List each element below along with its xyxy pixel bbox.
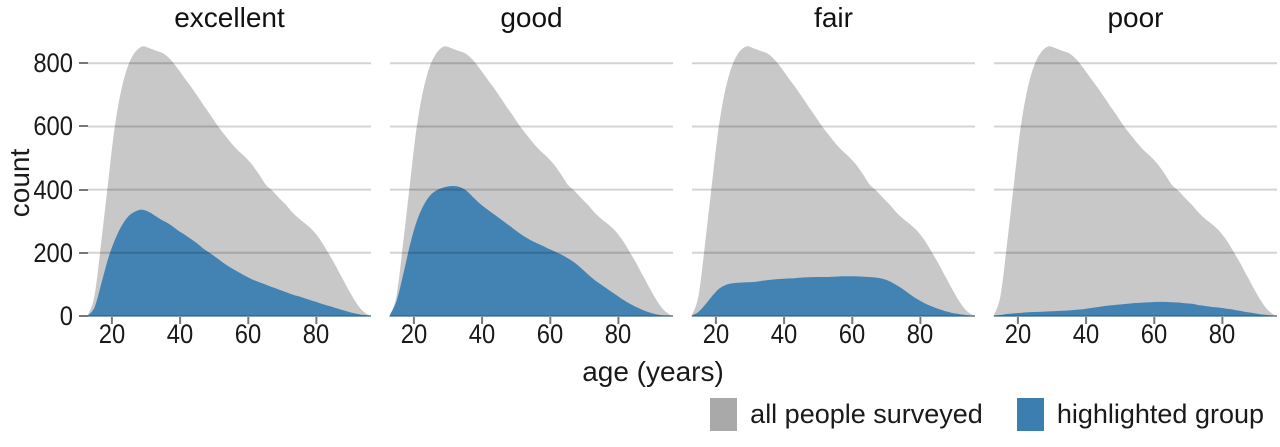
y-tick-mark bbox=[79, 251, 88, 254]
y-tick-label: 800 bbox=[33, 48, 73, 79]
y-tick-label: 200 bbox=[33, 237, 73, 268]
highlighted-area bbox=[389, 185, 674, 317]
x-tick-label: 80 bbox=[1209, 319, 1236, 349]
x-tick-label: 20 bbox=[702, 319, 730, 349]
legend: all people surveyed highlighted group bbox=[710, 395, 1264, 433]
facet-title-good: good bbox=[500, 2, 563, 33]
x-tick-label: 20 bbox=[1004, 319, 1032, 349]
x-axis-title: age (years) bbox=[582, 356, 724, 387]
total-area bbox=[691, 46, 976, 317]
x-tick-label: 40 bbox=[770, 319, 798, 349]
legend-label: highlighted group bbox=[1056, 399, 1264, 429]
highlighted-area bbox=[86, 209, 372, 317]
x-tick-label: 40 bbox=[468, 319, 496, 349]
y-tick-mark bbox=[79, 62, 88, 65]
highlighted-area bbox=[691, 276, 976, 317]
legend-item: all people surveyed bbox=[710, 397, 983, 431]
total-area bbox=[993, 46, 1278, 317]
panel-excellent bbox=[86, 46, 372, 324]
y-tick-label: 0 bbox=[59, 301, 73, 331]
x-tick-label: 40 bbox=[166, 319, 194, 349]
y-tick-mark bbox=[79, 315, 88, 317]
facet-title-excellent: excellent bbox=[174, 2, 285, 33]
facet-title-fair: fair bbox=[814, 2, 853, 33]
panel-good bbox=[389, 46, 674, 324]
panel-poor bbox=[993, 46, 1278, 324]
y-tick-label: 600 bbox=[33, 111, 73, 142]
x-tick-label: 60 bbox=[1141, 319, 1168, 349]
x-tick-label: 20 bbox=[400, 319, 428, 349]
x-tick-label: 40 bbox=[1072, 319, 1100, 349]
x-tick-label: 80 bbox=[605, 319, 632, 349]
x-tick-label: 20 bbox=[98, 319, 126, 349]
x-tick-label: 60 bbox=[839, 319, 866, 349]
panel-fair bbox=[691, 46, 976, 324]
x-tick-label: 60 bbox=[537, 319, 564, 349]
legend-label: all people surveyed bbox=[750, 399, 983, 429]
y-tick-mark bbox=[79, 188, 88, 191]
y-tick-label: 400 bbox=[33, 174, 73, 205]
legend-swatch bbox=[710, 397, 738, 431]
x-tick-label: 60 bbox=[235, 319, 262, 349]
x-tick-label: 80 bbox=[303, 319, 330, 349]
facet-title-poor: poor bbox=[1107, 2, 1164, 33]
y-tick-mark bbox=[79, 125, 88, 128]
legend-swatch bbox=[1016, 397, 1044, 431]
legend-item: highlighted group bbox=[1016, 397, 1264, 431]
x-tick-label: 80 bbox=[907, 319, 934, 349]
highlighted-area bbox=[993, 301, 1278, 317]
